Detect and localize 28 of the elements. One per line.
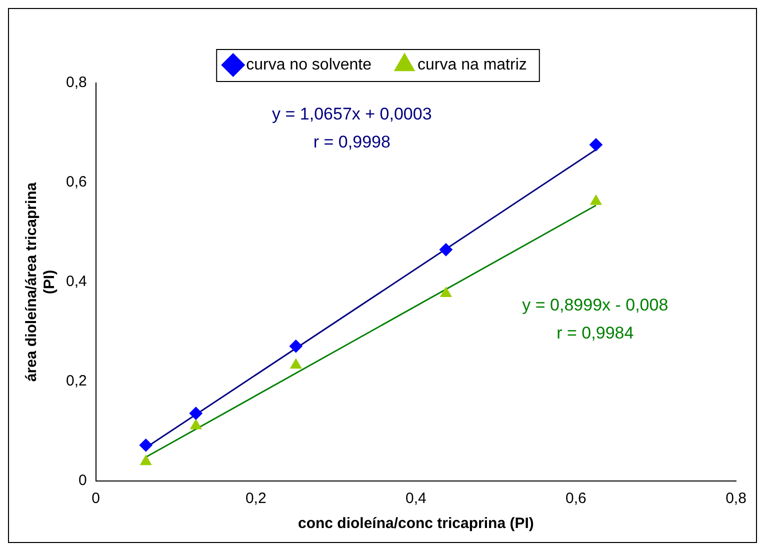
- x-tick-label: 0: [92, 490, 100, 508]
- y-tick-label: 0,6: [66, 174, 87, 191]
- y-tick-label: 0,2: [66, 372, 87, 390]
- point: [189, 406, 202, 420]
- x-tick-label: 0,8: [726, 490, 746, 508]
- x-axis-title: conc dioleína/conc tricaprina (PI): [298, 515, 534, 532]
- annotation: y = 1,0657x + 0,0003: [272, 104, 432, 124]
- y-tick-label: 0,4: [66, 273, 87, 290]
- legend-label: curva no solvente: [246, 56, 372, 74]
- point: [139, 438, 152, 452]
- annotation: r = 0,9998: [313, 132, 390, 152]
- annotation: y = 0,8999x - 0,008: [522, 296, 668, 315]
- y-tick-label: 0: [78, 472, 87, 490]
- x-tick-label: 0,6: [566, 490, 586, 508]
- point: [290, 358, 302, 369]
- point: [140, 455, 152, 466]
- point: [590, 194, 602, 205]
- annotation: r = 0,9984: [556, 323, 634, 342]
- point: [589, 138, 602, 152]
- y-tick-label: 0,8: [66, 74, 87, 92]
- point: [439, 243, 452, 256]
- point: [289, 340, 302, 353]
- y-axis-title: área dioleína/área tricaprina (PI): [23, 182, 58, 382]
- x-tick-label: 0,2: [245, 490, 266, 508]
- point: [190, 419, 202, 430]
- x-tick-label: 0,4: [405, 490, 426, 508]
- legend-label: curva na matriz: [418, 56, 527, 74]
- point: [440, 286, 452, 297]
